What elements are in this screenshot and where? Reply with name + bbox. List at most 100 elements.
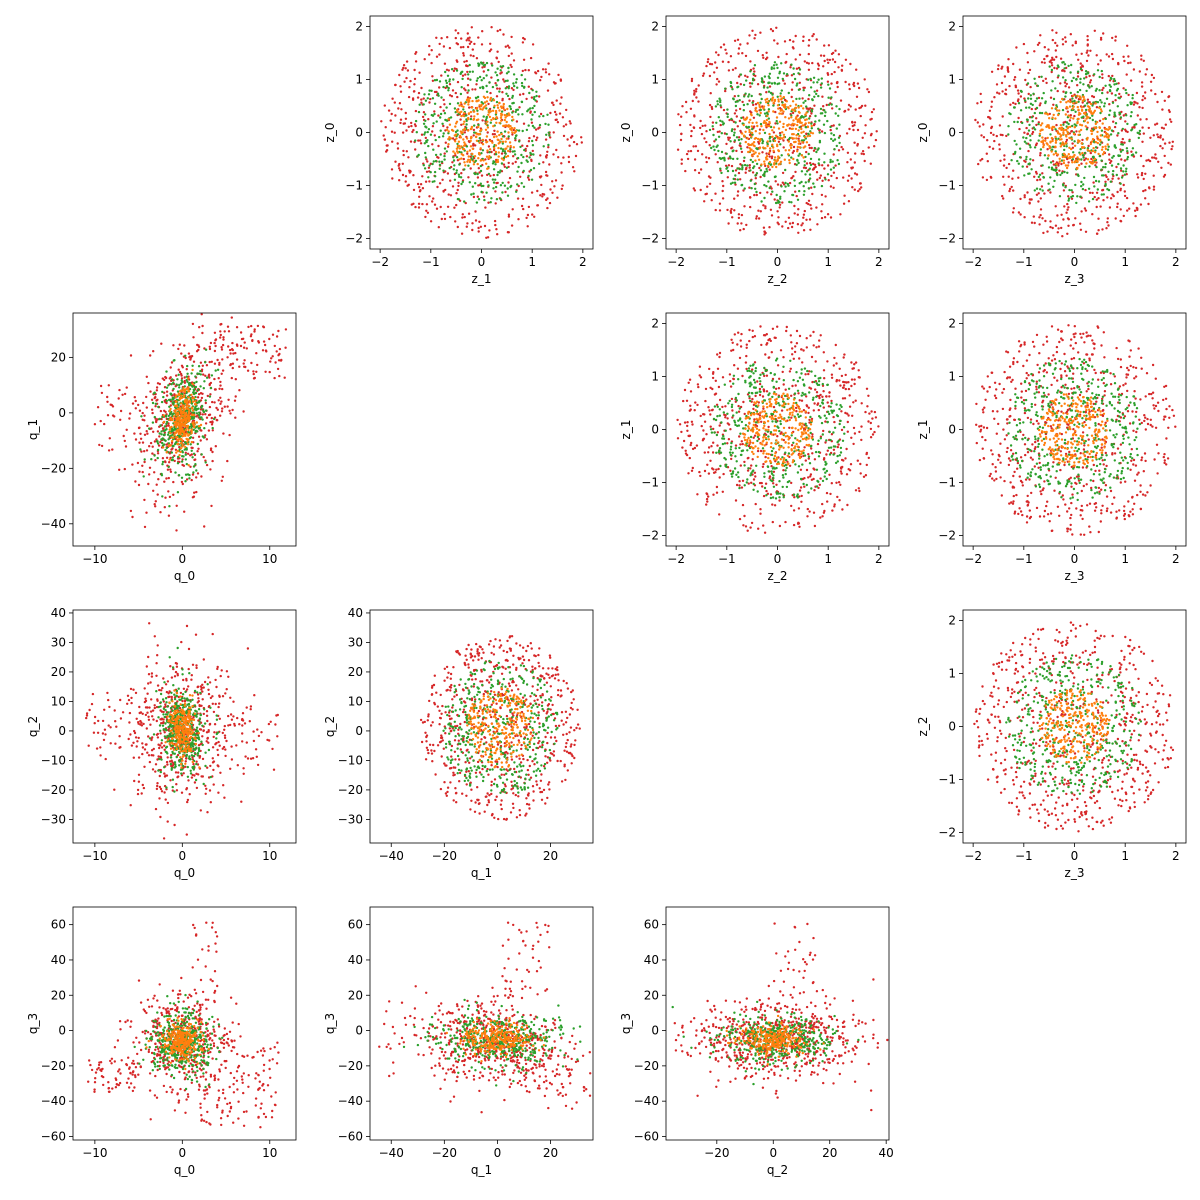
data-point (1049, 59, 1053, 62)
data-point (456, 225, 459, 229)
data-point (172, 493, 175, 496)
data-point (771, 93, 774, 96)
data-point (784, 116, 787, 119)
data-point (133, 396, 136, 399)
data-point (798, 182, 801, 185)
data-point (231, 408, 234, 412)
data-point (754, 187, 757, 190)
data-point (1070, 189, 1073, 192)
data-point (515, 190, 518, 193)
data-point (161, 437, 164, 440)
data-point (1083, 98, 1086, 101)
data-point (192, 465, 196, 468)
data-point (1070, 137, 1073, 140)
data-point (1144, 91, 1147, 94)
data-point (546, 113, 549, 117)
data-point (509, 144, 512, 148)
data-point (452, 156, 455, 159)
data-point (1111, 156, 1114, 159)
data-point (551, 180, 554, 183)
data-point (792, 157, 795, 161)
data-point (169, 366, 172, 369)
data-point (535, 138, 538, 142)
data-point (527, 85, 530, 88)
points-layer (93, 313, 288, 532)
data-point (1114, 99, 1117, 102)
data-point (749, 70, 752, 73)
data-point (471, 88, 474, 91)
data-point (1049, 220, 1052, 223)
data-point (1101, 188, 1105, 192)
data-point (228, 409, 231, 412)
data-point (719, 100, 722, 104)
data-point (812, 33, 815, 36)
data-point (689, 107, 693, 111)
data-point (507, 135, 510, 138)
data-point (803, 136, 807, 139)
data-point (521, 69, 524, 73)
data-point (830, 132, 833, 135)
data-point (794, 170, 797, 174)
data-point (816, 223, 819, 226)
data-point (385, 144, 388, 147)
data-point (1005, 166, 1008, 170)
data-point (826, 80, 830, 83)
data-point (1077, 141, 1080, 144)
data-point (1110, 92, 1114, 95)
data-point (1049, 176, 1052, 179)
data-point (782, 72, 786, 75)
data-point (1007, 175, 1010, 178)
data-point (1067, 122, 1070, 126)
data-point (1058, 195, 1062, 198)
data-point (809, 86, 813, 89)
data-point (788, 161, 791, 165)
data-point (1100, 168, 1103, 171)
data-point (205, 438, 209, 441)
data-point (456, 142, 459, 146)
data-point (807, 199, 811, 202)
data-point (470, 135, 473, 139)
data-point (531, 43, 535, 46)
data-point (192, 452, 196, 455)
data-point (475, 57, 479, 60)
data-point (740, 116, 743, 120)
data-point (1119, 189, 1122, 192)
data-point (827, 103, 831, 107)
data-point (1058, 160, 1062, 163)
data-point (818, 139, 822, 143)
data-point (829, 158, 832, 162)
data-point (458, 163, 461, 166)
data-point (777, 137, 780, 140)
data-point (1157, 135, 1160, 139)
data-point (468, 70, 472, 74)
data-point (1012, 189, 1015, 192)
data-point (555, 148, 558, 152)
data-point (1062, 132, 1065, 136)
data-point (826, 58, 829, 61)
data-point (434, 138, 437, 142)
data-point (134, 407, 137, 410)
data-point (798, 134, 801, 138)
data-point (204, 422, 208, 425)
data-point (821, 179, 824, 182)
data-point (1090, 140, 1094, 143)
data-point (512, 118, 515, 121)
data-point (398, 167, 401, 170)
data-point (485, 162, 488, 165)
data-point (702, 72, 706, 75)
data-point (467, 112, 471, 116)
data-point (796, 120, 799, 124)
data-point (496, 160, 500, 164)
data-point (421, 175, 424, 178)
data-point (828, 87, 832, 90)
data-point (476, 95, 480, 99)
data-point (547, 62, 550, 65)
data-point (483, 105, 486, 108)
data-point (1031, 130, 1035, 134)
data-point (156, 452, 160, 455)
data-point (575, 143, 579, 146)
data-point (445, 81, 448, 85)
data-point (195, 350, 199, 353)
data-point (1058, 132, 1061, 136)
data-point (145, 406, 148, 409)
